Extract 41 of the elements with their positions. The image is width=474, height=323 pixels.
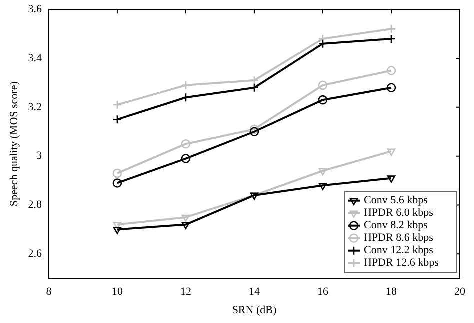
point (318, 168, 328, 176)
x-tick-label: 16 (317, 286, 329, 298)
legend-label: Conv 12.2 kbps (364, 244, 434, 257)
point (182, 222, 190, 230)
y-tick-label: 2.8 (28, 199, 42, 212)
legend-label: HPDR 6.0 kbps (364, 207, 434, 220)
legend-label: HPDR 12.6 kbps (364, 257, 439, 270)
point (250, 127, 260, 137)
y-axis-title: Speech quality (MOS score) (8, 81, 20, 207)
y-tick-label: 2.6 (28, 248, 42, 260)
y-tick-label: 3 (36, 150, 42, 162)
x-tick-label: 14 (248, 286, 260, 298)
x-tick-label: 20 (454, 286, 466, 298)
x-tick-label: 10 (112, 286, 124, 298)
point (318, 80, 328, 90)
point (387, 148, 396, 156)
point (112, 114, 122, 124)
point (387, 176, 396, 183)
x-tick-label: 12 (180, 286, 192, 298)
point (386, 66, 396, 76)
point (318, 95, 328, 105)
x-tick-label: 18 (386, 286, 398, 298)
point (386, 83, 396, 93)
x-tick-label: 8 (46, 286, 52, 298)
y-tick-label: 3.6 (28, 3, 42, 16)
point (113, 227, 122, 234)
point (182, 214, 190, 222)
legend-label: Conv 8.2 kbps (364, 220, 428, 232)
point (112, 168, 122, 178)
point (112, 178, 122, 188)
point (113, 222, 122, 230)
y-tick-label: 3.2 (28, 101, 42, 114)
point (318, 183, 328, 190)
y-tick-label: 3.4 (28, 52, 42, 64)
x-axis-title: SRN (dB) (232, 304, 277, 316)
point (250, 124, 260, 134)
point (181, 139, 191, 149)
point (181, 154, 191, 164)
legend-label: HPDR 8.6 kbps (364, 232, 434, 244)
point (112, 100, 122, 110)
legend-label: Conv 5.6 kbps (364, 194, 428, 207)
